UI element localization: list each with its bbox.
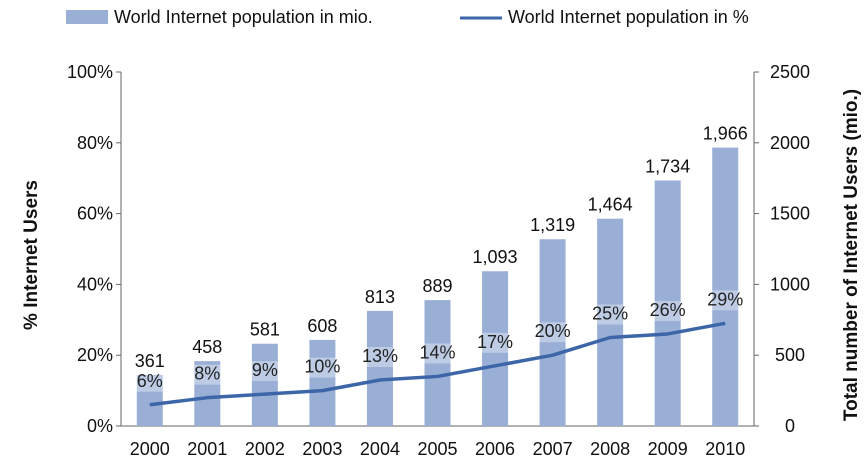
value-label-2000: 361 xyxy=(135,351,165,371)
percent-label-2000: 6% xyxy=(137,371,163,391)
x-tick-label-2001: 2001 xyxy=(187,439,227,459)
bar-series xyxy=(136,147,739,427)
percent-label-2002: 9% xyxy=(252,360,278,380)
value-label-2001: 458 xyxy=(192,337,222,357)
value-label-2008: 1,464 xyxy=(588,195,633,215)
percent-label-2006: 17% xyxy=(477,332,513,352)
value-label-2003: 608 xyxy=(307,316,337,336)
bar-2008 xyxy=(597,218,624,426)
percent-label-bg xyxy=(300,357,345,378)
x-tick-label-2009: 2009 xyxy=(648,439,688,459)
bar-2002 xyxy=(251,343,278,426)
legend-bar-label: World Internet population in mio. xyxy=(114,7,373,27)
percent-label-bg xyxy=(473,332,518,353)
bar-2000 xyxy=(136,374,163,426)
line-series xyxy=(149,321,726,407)
percent-line xyxy=(149,321,726,407)
percent-label-bg xyxy=(588,304,633,325)
x-tick-label-2006: 2006 xyxy=(475,439,515,459)
y-tick-right-label: 2000 xyxy=(770,133,810,153)
legend-bar-swatch xyxy=(66,10,108,24)
x-tick-label-2005: 2005 xyxy=(417,439,457,459)
percent-label-2010: 29% xyxy=(707,289,743,309)
y-tick-right-label: 1500 xyxy=(770,204,810,224)
x-tick-label-2000: 2000 xyxy=(130,439,170,459)
value-label-2005: 889 xyxy=(422,276,452,296)
percent-label-2003: 10% xyxy=(304,357,340,377)
bar-2010 xyxy=(712,147,739,427)
x-axis-ticks: 2000 2001 2002 2003 2004 2005 2006 2007 2008 2009… xyxy=(130,439,746,459)
value-label-2007: 1,319 xyxy=(530,215,575,235)
x-tick-label-2002: 2002 xyxy=(245,439,285,459)
value-label-2002: 581 xyxy=(250,320,280,340)
percent-label-bg xyxy=(415,343,460,364)
value-label-2010: 1,966 xyxy=(703,124,748,144)
x-tick-label-2007: 2007 xyxy=(533,439,573,459)
value-label-2004: 813 xyxy=(365,287,395,307)
y-tick-left-label: 80% xyxy=(77,133,113,153)
bar-2006 xyxy=(482,271,509,426)
y-tick-left-label: 40% xyxy=(77,274,113,294)
y-axis-right-ticks: 0 500 1000 1500 2000 2500 xyxy=(754,62,810,436)
percent-label-bg xyxy=(645,300,690,321)
y-tick-right-label: 0 xyxy=(785,416,795,436)
percent-label-bg xyxy=(703,290,748,311)
bar-2005 xyxy=(424,300,451,426)
y-tick-left-label: 0% xyxy=(87,416,113,436)
x-tick-label-2010: 2010 xyxy=(705,439,745,459)
bar-2004 xyxy=(366,310,393,426)
percent-label-2008: 25% xyxy=(592,304,628,324)
y-axis-left-ticks: 0% 20% 40% 60% 80% 100% xyxy=(67,62,121,436)
value-label-2009: 1,734 xyxy=(645,156,690,176)
percent-label-2005: 14% xyxy=(419,342,455,362)
y-tick-right-label: 500 xyxy=(775,345,805,365)
legend: World Internet population in mio. World … xyxy=(66,7,749,27)
percent-label-bg xyxy=(242,361,287,382)
percent-label-bg xyxy=(185,364,230,385)
percent-label-2004: 13% xyxy=(362,346,398,366)
legend-line-label: World Internet population in % xyxy=(508,7,749,27)
x-tick-label-2004: 2004 xyxy=(360,439,400,459)
bar-2003 xyxy=(309,339,336,426)
y-axis-right-title: Total number of Internet Users (mio.) xyxy=(841,89,862,421)
percent-label-2009: 26% xyxy=(650,300,686,320)
x-tick-label-2008: 2008 xyxy=(590,439,630,459)
y-axis-left-title: % Internet Users xyxy=(21,180,42,330)
y-tick-left-label: 100% xyxy=(67,62,113,82)
bar-2009 xyxy=(654,180,681,426)
percent-labels: 6% 8% 9% 10% 13% 14% 17% 20% 25% 26% 29% xyxy=(127,289,748,392)
percent-label-bg xyxy=(127,371,172,392)
y-tick-left-label: 60% xyxy=(77,204,113,224)
y-tick-right-label: 1000 xyxy=(770,274,810,294)
percent-label-2001: 8% xyxy=(194,364,220,384)
bar-2007 xyxy=(539,239,566,426)
percent-label-2007: 20% xyxy=(535,321,571,341)
bar-2001 xyxy=(194,361,221,426)
percent-label-bg xyxy=(530,322,575,343)
y-tick-left-label: 20% xyxy=(77,345,113,365)
percent-label-bg xyxy=(357,346,402,367)
value-labels: 361 458 581 608 813 889 1,093 1,319 1,464 1,734 1,… xyxy=(135,124,748,371)
y-tick-right-label: 2500 xyxy=(770,62,810,82)
value-label-2006: 1,093 xyxy=(473,247,518,267)
x-tick-label-2003: 2003 xyxy=(302,439,342,459)
